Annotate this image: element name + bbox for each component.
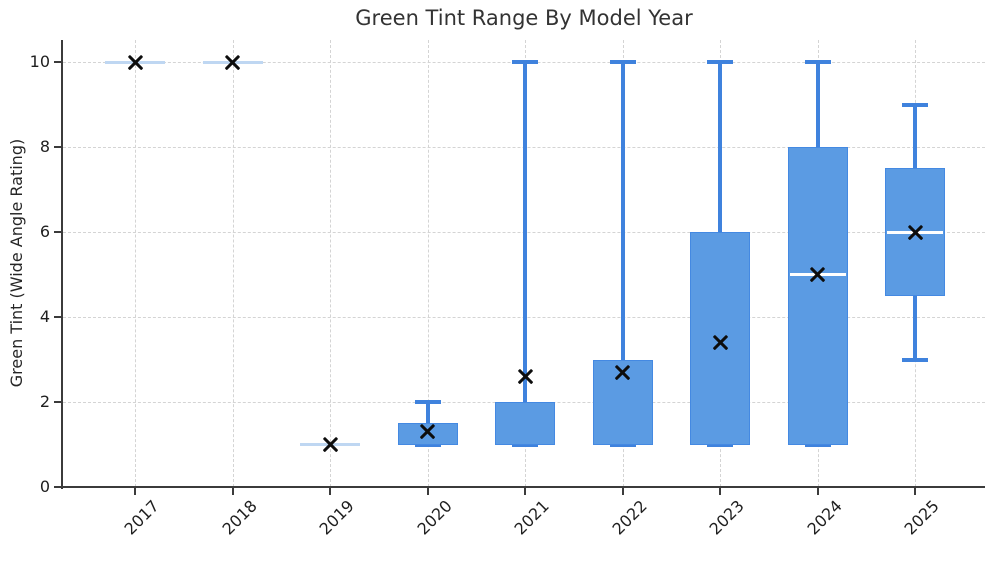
- x-gridline: [427, 40, 429, 487]
- x-tick: [231, 488, 234, 495]
- y-tick-label: 8: [39, 137, 50, 156]
- lower-whisker-cap: [707, 442, 733, 447]
- y-tick-label: 4: [39, 307, 50, 326]
- upper-whisker: [523, 62, 527, 402]
- x-tick-label: 2017: [120, 496, 163, 539]
- upper-whisker: [913, 104, 917, 169]
- lower-whisker-cap: [902, 357, 928, 362]
- y-tick-label: 2: [39, 392, 50, 411]
- x-gridline: [330, 40, 331, 487]
- mean-marker: [712, 334, 728, 351]
- box: [690, 232, 750, 445]
- x-tick-label: 2025: [900, 496, 943, 539]
- x-tick: [621, 488, 624, 495]
- lower-whisker-cap: [804, 442, 831, 447]
- y-tick-label: 6: [39, 222, 50, 241]
- y-tick: [54, 146, 61, 148]
- x-tick-label: 2021: [510, 496, 553, 539]
- upper-whisker-cap: [902, 102, 928, 107]
- mean-marker: [322, 436, 338, 453]
- chart-title: Green Tint Range By Model Year: [355, 6, 693, 30]
- lower-whisker-cap: [512, 442, 538, 447]
- mean-marker: [419, 423, 436, 440]
- x-tick: [719, 488, 721, 495]
- upper-whisker-cap: [707, 60, 733, 64]
- x-tick: [524, 488, 526, 495]
- y-tick-label: 10: [29, 52, 50, 71]
- x-tick-label: 2024: [803, 496, 846, 539]
- upper-whisker-cap: [804, 60, 831, 64]
- box: [787, 147, 848, 445]
- lower-whisker: [913, 295, 917, 360]
- x-tick-label: 2023: [705, 496, 748, 539]
- y-tick: [54, 401, 61, 403]
- mean-marker: [614, 364, 631, 381]
- y-tick: [54, 231, 61, 233]
- upper-whisker: [425, 402, 430, 424]
- mean-marker: [809, 266, 826, 283]
- mean-marker: [907, 224, 923, 240]
- x-tick-label: 2018: [218, 496, 261, 539]
- upper-whisker: [620, 62, 625, 360]
- upper-whisker-cap: [512, 60, 538, 64]
- x-gridline: [135, 40, 136, 487]
- x-tick-label: 2020: [413, 496, 456, 539]
- x-gridline: [232, 40, 234, 487]
- x-tick: [134, 488, 136, 495]
- y-tick: [54, 61, 61, 63]
- left-spine: [61, 40, 63, 489]
- mean-marker: [224, 54, 241, 70]
- x-tick-label: 2019: [315, 496, 358, 539]
- mean-marker: [127, 54, 143, 70]
- upper-whisker-cap: [609, 60, 636, 64]
- upper-whisker: [815, 62, 820, 147]
- upper-whisker-cap: [414, 400, 441, 404]
- mean-marker: [517, 368, 533, 385]
- x-tick: [329, 488, 331, 495]
- x-tick-label: 2022: [608, 496, 651, 539]
- y-tick: [54, 316, 61, 318]
- upper-whisker: [718, 62, 722, 232]
- lower-whisker-cap: [609, 442, 636, 447]
- x-tick: [816, 488, 819, 495]
- x-tick: [914, 488, 916, 495]
- y-tick: [54, 486, 61, 488]
- y-tick-label: 0: [39, 477, 50, 496]
- lower-whisker-cap: [414, 442, 441, 447]
- x-tick: [426, 488, 429, 495]
- plot-area: 0 2 4 6 8 10 2017 2018 2019 2020 2021 2022 2023 2024 2…: [29, 40, 985, 539]
- bottom-spine: [61, 486, 985, 488]
- box: [495, 402, 555, 445]
